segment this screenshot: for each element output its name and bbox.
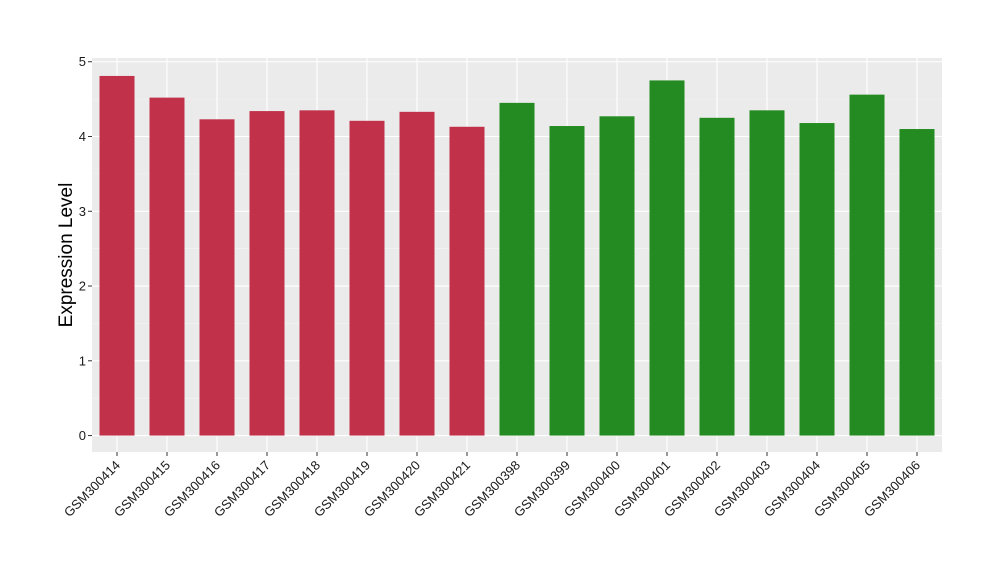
y-tick-label: 5 xyxy=(79,54,86,69)
bar-GSM300419 xyxy=(349,120,385,436)
bar-GSM300401 xyxy=(649,80,685,436)
bar-GSM300420 xyxy=(399,111,435,436)
y-tick-label: 2 xyxy=(79,279,86,294)
bar-GSM300398 xyxy=(499,102,535,436)
y-tick-label: 0 xyxy=(79,428,86,443)
bars-group xyxy=(99,75,935,436)
bar-GSM300421 xyxy=(449,126,485,436)
bar-GSM300402 xyxy=(699,117,735,436)
bar-GSM300403 xyxy=(749,110,785,436)
x-axis: GSM300414GSM300415GSM300416GSM300417GSM3… xyxy=(61,452,923,520)
bar-GSM300418 xyxy=(299,110,335,436)
bar-GSM300405 xyxy=(849,94,885,436)
y-tick-label: 4 xyxy=(79,129,86,144)
bar-GSM300406 xyxy=(899,129,935,436)
y-tick-label: 3 xyxy=(79,204,86,219)
bar-GSM300416 xyxy=(199,119,235,436)
y-axis-title: Expression Level xyxy=(56,183,77,328)
bar-GSM300417 xyxy=(249,111,285,436)
bar-GSM300404 xyxy=(799,123,835,436)
bar-GSM300415 xyxy=(149,97,185,436)
bar-GSM300399 xyxy=(549,126,585,436)
bar-GSM300414 xyxy=(99,75,135,436)
y-axis: 0 1 2 3 4 5 xyxy=(79,54,92,443)
bar-GSM300400 xyxy=(599,116,635,436)
y-tick-label: 1 xyxy=(79,353,86,368)
